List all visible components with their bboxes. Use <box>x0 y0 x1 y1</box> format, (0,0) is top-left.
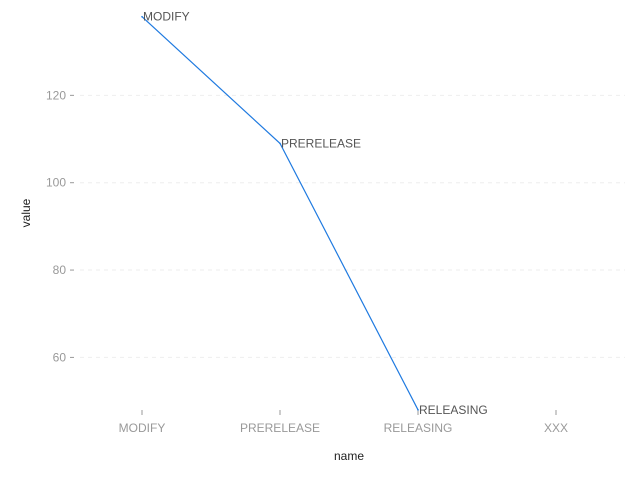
data-label: RELEASING <box>419 403 488 417</box>
y-tick-label: 80 <box>53 263 67 277</box>
x-tick-label: PRERELEASE <box>240 421 320 435</box>
data-point <box>141 15 143 18</box>
x-axis-title: name <box>334 449 364 463</box>
data-label: PRERELEASE <box>281 136 361 150</box>
x-tick-label: MODIFY <box>119 421 166 435</box>
x-tick-label: XXX <box>544 421 568 435</box>
y-tick-label: 120 <box>46 88 66 102</box>
data-point <box>279 142 281 145</box>
y-axis: 60 80 100 120 <box>46 88 74 364</box>
grid-lines <box>80 94 625 358</box>
series-layer <box>141 15 419 411</box>
data-label: MODIFY <box>143 10 190 24</box>
y-tick-label: 100 <box>46 176 66 190</box>
y-axis-title: value <box>19 198 33 227</box>
series-line <box>141 16 419 411</box>
data-labels: MODIFY PRERELEASE RELEASING <box>143 10 488 417</box>
data-point <box>417 409 419 411</box>
y-tick-label: 60 <box>53 350 67 364</box>
x-tick-label: RELEASING <box>384 421 453 435</box>
x-axis: MODIFY PRERELEASE RELEASING XXX <box>119 410 568 435</box>
